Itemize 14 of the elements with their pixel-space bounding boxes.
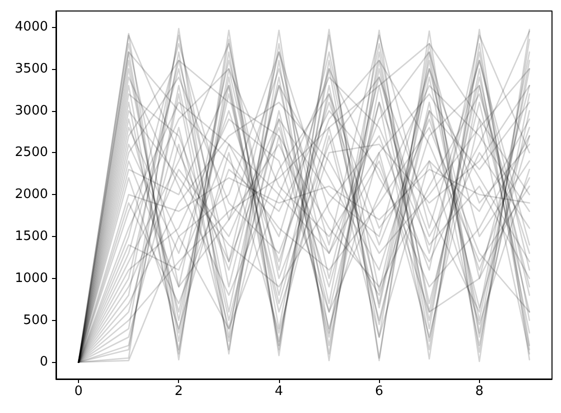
x-tick-label: 6 bbox=[375, 384, 384, 399]
y-tick-label: 1000 bbox=[14, 270, 48, 286]
y-tick-label: 500 bbox=[23, 312, 48, 328]
x-tick-label: 0 bbox=[74, 384, 83, 399]
y-tick-label: 2500 bbox=[14, 145, 48, 160]
y-tick-label: 2000 bbox=[14, 187, 48, 202]
y-tick-label: 3500 bbox=[14, 61, 48, 76]
x-tick-label: 2 bbox=[174, 384, 183, 399]
y-tick-label: 3000 bbox=[14, 103, 48, 118]
y-tick-label: 1500 bbox=[14, 228, 48, 244]
x-tick-label: 8 bbox=[475, 384, 484, 399]
y-tick-label: 4000 bbox=[14, 19, 48, 34]
x-tick-label: 4 bbox=[274, 384, 284, 399]
y-tick-label: 0 bbox=[40, 354, 48, 370]
